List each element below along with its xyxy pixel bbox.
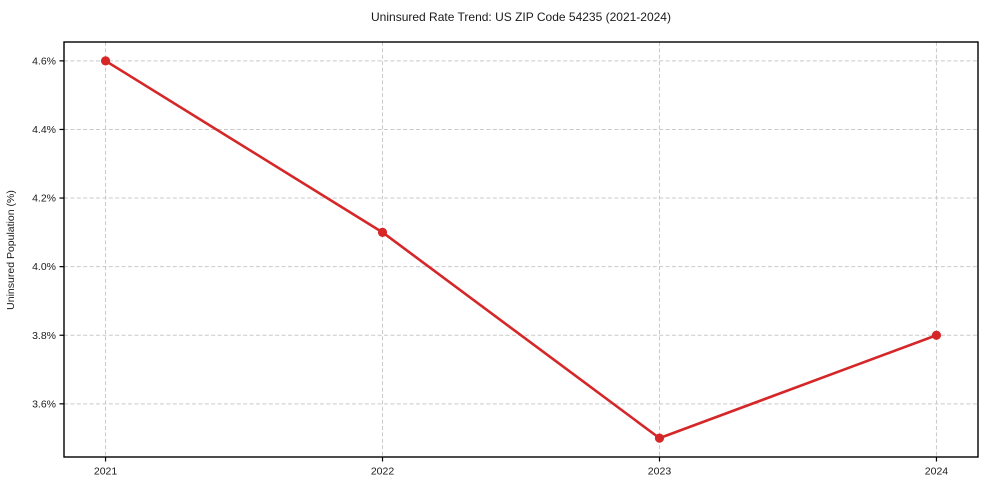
- data-point-marker: [377, 227, 388, 237]
- series-layer: [100, 56, 942, 443]
- y-tick-label: 3.8%: [32, 330, 56, 342]
- axis-layer: 3.6% 3.8% 4.0% 4.2% 4.4% 4.6% 2021 2022 2023 2024: [32, 41, 979, 478]
- chart-title: Uninsured Rate Trend: US ZIP Code 54235 …: [371, 10, 671, 24]
- y-tick-label: 3.6%: [32, 398, 56, 410]
- trend-line: [104, 59, 938, 440]
- x-tick-label: 2022: [371, 466, 395, 478]
- grid-layer: [64, 42, 978, 457]
- y-tick-label: 4.0%: [32, 261, 56, 273]
- y-tick-label: 4.6%: [32, 55, 56, 67]
- y-tick-label: 4.4%: [32, 124, 56, 136]
- data-point-marker: [931, 330, 942, 340]
- x-tick-label: 2024: [925, 466, 949, 478]
- y-axis-label: Uninsured Population (%): [5, 190, 17, 310]
- x-tick-label: 2023: [648, 466, 672, 478]
- y-tick-label: 4.2%: [32, 193, 56, 205]
- plot-border: [63, 41, 979, 458]
- x-tick-label: 2021: [94, 466, 118, 478]
- data-point-marker: [654, 433, 665, 443]
- data-point-marker: [100, 56, 111, 66]
